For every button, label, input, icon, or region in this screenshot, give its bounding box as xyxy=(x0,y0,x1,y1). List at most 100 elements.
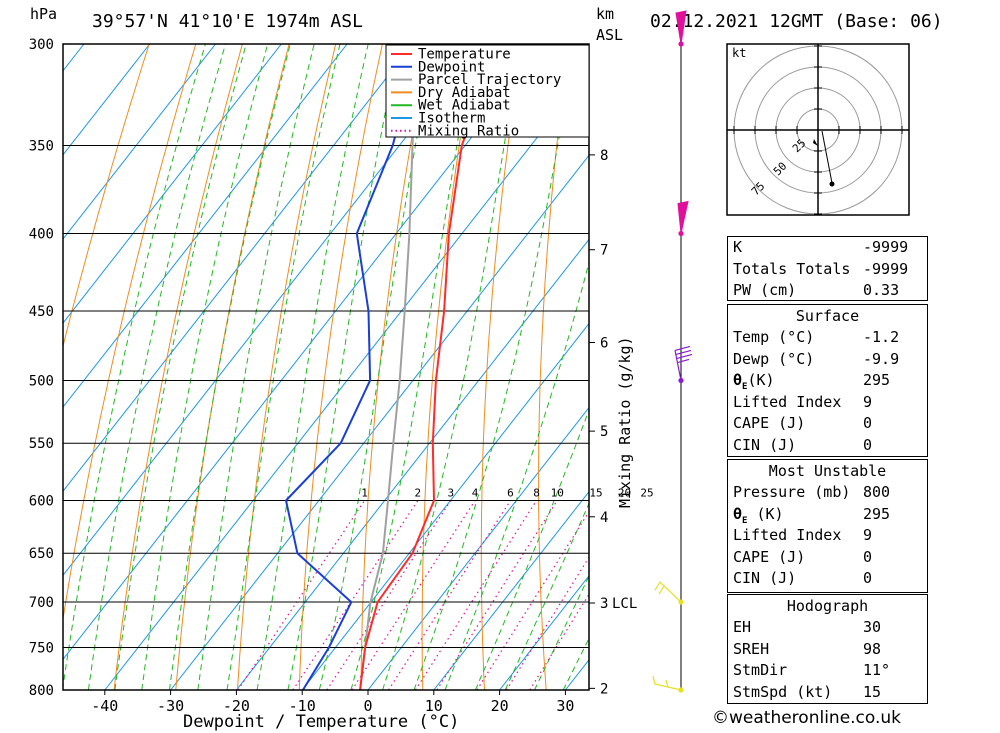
surface-dewp-row: Dewp (°C) -9.9 xyxy=(728,349,927,371)
surface-li-label: Lifted Index xyxy=(733,392,842,411)
mixing-ratio-axis-title: Mixing Ratio (g/kg) xyxy=(616,336,634,508)
legend-label: Mixing Ratio xyxy=(418,123,519,139)
copyright-credit[interactable]: ©weatheronline.co.uk xyxy=(712,708,902,728)
wind-barb xyxy=(675,10,687,45)
dry-adiabat-line xyxy=(538,44,570,690)
x-axis-title: Dewpoint / Temperature (°C) xyxy=(183,712,459,732)
x-tick-label: 10 xyxy=(425,697,443,715)
temperature-line xyxy=(359,44,500,690)
profiles xyxy=(285,44,500,690)
wind-barb xyxy=(654,581,682,603)
mixing-ratio-label: 15 xyxy=(589,487,602,500)
pressure-tick-label: 450 xyxy=(29,304,54,320)
wind-barb xyxy=(677,200,689,234)
mixing-ratio-label: 4 xyxy=(472,487,479,500)
k-index-row: K -9999 xyxy=(728,237,927,259)
dry-adiabat-line xyxy=(421,44,477,690)
hodograph-unit: kt xyxy=(732,46,746,60)
mixing-ratio-label: 2 xyxy=(415,487,422,500)
surface-cin-label: CIN (J) xyxy=(733,435,797,454)
surface-cin-row: CIN (J) 0 xyxy=(728,435,927,457)
pressure-tick-label: 750 xyxy=(29,640,54,656)
mixing-ratio-label: 25 xyxy=(640,487,653,500)
pressure-tick-label: 600 xyxy=(29,494,54,510)
legend-label: Isotherm xyxy=(418,111,485,127)
mu-cape-value: 0 xyxy=(863,547,873,566)
mu-theta-e-symbol: θE xyxy=(733,504,748,526)
surface-temp-row: Temp (°C) -1.2 xyxy=(728,327,927,349)
mixing-ratio-label: 8 xyxy=(533,487,540,500)
isotherm-line xyxy=(236,238,589,690)
km-tick-label: 6 xyxy=(600,335,608,351)
surface-cape-row: CAPE (J) 0 xyxy=(728,413,927,435)
mixing-ratio-label: 10 xyxy=(551,487,564,500)
wind-barb xyxy=(674,345,693,381)
hodograph-trace xyxy=(821,130,833,184)
mu-cin-row: CIN (J) 0 xyxy=(728,568,927,590)
mu-cin-label: CIN (J) xyxy=(733,569,797,587)
stmdir-row: StmDir 11° xyxy=(728,660,927,682)
wet-adiabat-line xyxy=(534,574,589,690)
km-tick-label: 4 xyxy=(600,510,608,526)
surface-title: Surface xyxy=(795,307,860,325)
eh-label: EH xyxy=(733,618,752,636)
x-tick-label: -20 xyxy=(223,697,250,715)
isotherm-line xyxy=(367,406,589,690)
theta-e-symbol: θE xyxy=(733,371,748,392)
km-tick-label: 5 xyxy=(600,424,608,440)
mixing-ratio-line xyxy=(387,500,512,690)
mixing-ratio-line xyxy=(326,500,452,690)
x-tick-label: -40 xyxy=(91,697,118,715)
wet-adiabat-line xyxy=(114,44,247,690)
wet-adiabat-line xyxy=(63,44,206,690)
stmspd-label: StmSpd (kt) xyxy=(733,682,833,701)
isotherm-line xyxy=(104,70,589,690)
mu-pressure-row: Pressure (mb) 800 xyxy=(728,482,927,504)
surface-panel: Surface Temp (°C) -1.2 Dewp (°C) -9.9 θE(K… xyxy=(727,304,928,457)
mu-theta-label: (K) xyxy=(756,504,784,523)
pressure-tick-label: 800 xyxy=(29,683,54,699)
eh-value: 30 xyxy=(863,618,882,636)
wet-adiabat-line xyxy=(168,44,291,690)
legend-label: Wet Adiabat xyxy=(418,98,511,114)
eh-row: EH 30 xyxy=(728,617,927,639)
hodograph-params-panel: Hodograph EH 30 SREH 98 StmDir 11° StmSpd (… xyxy=(727,594,928,704)
legend-label: Temperature xyxy=(418,47,511,63)
surface-theta-row: θE(K) 295 xyxy=(728,370,927,392)
surface-temp-value: -1.2 xyxy=(863,328,900,346)
wet-adiabat-line xyxy=(197,44,315,690)
stmdir-label: StmDir xyxy=(733,661,788,679)
legend-label: Dry Adiabat xyxy=(418,85,511,101)
mixing-ratio-label: 1 xyxy=(361,487,368,500)
plot-frame xyxy=(62,43,590,691)
mu-li-value: 9 xyxy=(863,526,873,544)
mixing-ratio-line xyxy=(292,500,419,690)
pressure-tick-label: 700 xyxy=(29,595,54,611)
pw-row: PW (cm) 0.33 xyxy=(728,280,927,302)
wet-adiabat-line xyxy=(413,44,576,690)
isotherm-line xyxy=(433,490,589,690)
x-tick-label: 20 xyxy=(491,697,509,715)
datetime-title: 02.12.2021 12GMT (Base: 06) xyxy=(650,11,943,32)
x-tick-label: 30 xyxy=(556,697,574,715)
hodograph-end-dot xyxy=(829,181,835,187)
sreh-row: SREH 98 xyxy=(728,639,927,661)
pressure-tick-label: 400 xyxy=(29,226,54,242)
km-tick-label: 3 xyxy=(600,596,608,612)
isotherm-line xyxy=(63,44,282,324)
isotherm-line xyxy=(63,44,414,492)
storm-motion-marker xyxy=(813,139,818,146)
totals-totals-value: -9999 xyxy=(863,259,909,278)
isotherm-line xyxy=(63,44,480,577)
pressure-tick-label: 650 xyxy=(29,546,54,562)
mu-title: Most Unstable xyxy=(768,462,887,480)
surface-cin-value: 0 xyxy=(863,435,873,454)
legend-box xyxy=(385,44,590,138)
surface-dewp-value: -9.9 xyxy=(863,349,900,368)
mu-theta-value: 295 xyxy=(863,504,891,523)
dewpoint-line xyxy=(285,44,421,690)
height-unit-km: km xyxy=(596,5,614,23)
